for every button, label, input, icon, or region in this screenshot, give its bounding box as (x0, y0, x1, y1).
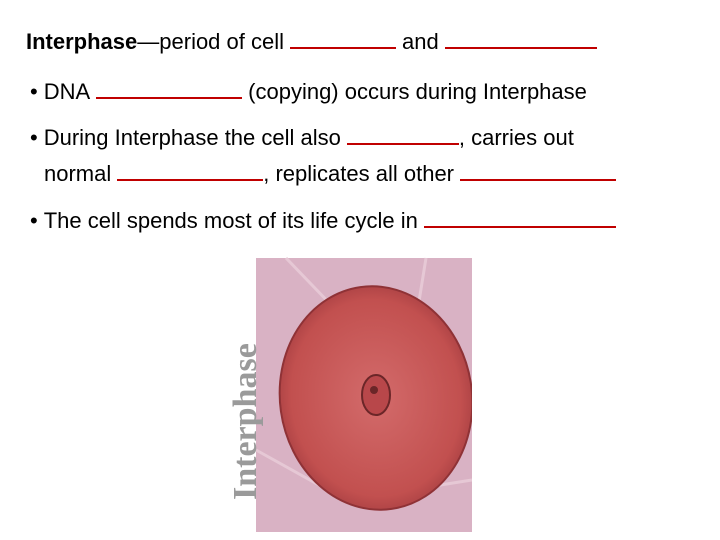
bullet-line: • The cell spends most of its life cycle … (30, 208, 622, 234)
bullet-text: During Interphase the cell also (43, 125, 341, 150)
title-text: and (402, 29, 439, 54)
micrograph: Interphase (226, 250, 472, 532)
bullet-text: , replicates all other (263, 161, 455, 186)
nucleus (361, 374, 391, 416)
bullet-text: normal (44, 161, 112, 186)
blank (460, 161, 617, 181)
bullet-line: • During Interphase the cell also , carrie… (30, 125, 574, 151)
image-label: Interphase (227, 343, 264, 500)
blank (96, 79, 243, 99)
title-term: Interphase (26, 29, 138, 54)
blank (117, 161, 264, 181)
blank (423, 208, 616, 228)
bullet-text: DNA (43, 79, 91, 104)
bullet-dot: • (30, 208, 38, 233)
bullet-dot: • (30, 79, 38, 104)
bullet-line: • DNA (copying) occurs during Interphase (30, 79, 587, 105)
bullet-dot: • (30, 125, 38, 150)
bullet-text: , carries out (458, 125, 574, 150)
nucleolus (370, 386, 378, 394)
title-text: —period of cell (137, 29, 285, 54)
blank (444, 29, 597, 49)
title-line: Interphase—period of cell and (26, 29, 603, 55)
blank (346, 125, 459, 145)
bullet-text: (copying) occurs during Interphase (248, 79, 587, 104)
blank (290, 29, 397, 49)
bullet-text: The cell spends most of its life cycle i… (43, 208, 418, 233)
bullet-line: normal , replicates all other (44, 161, 622, 187)
